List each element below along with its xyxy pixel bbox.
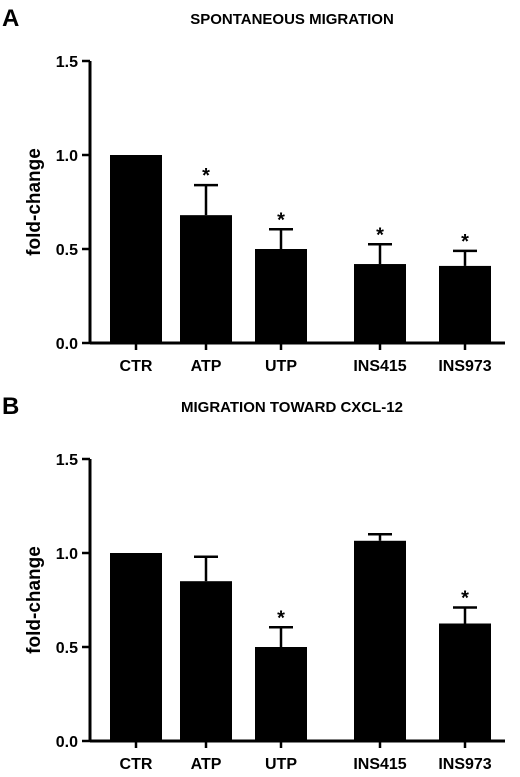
y-tick-label: 0.0 <box>56 336 78 353</box>
y-tick-label: 1.5 <box>56 54 78 71</box>
x-tick-label: CTR <box>120 358 153 375</box>
y-tick-label: 1.0 <box>56 148 78 165</box>
y-tick-label: 0.5 <box>56 242 78 259</box>
x-tick-label: INS415 <box>353 756 406 773</box>
x-tick-label: INS973 <box>438 756 491 773</box>
x-tick-label: UTP <box>265 358 297 375</box>
x-tick-label: CTR <box>120 756 153 773</box>
x-tick-label: INS973 <box>438 358 491 375</box>
panel-A: A SPONTANEOUS MIGRATION fold-change CTR * ATP… <box>2 5 505 375</box>
bar-ins973 <box>439 623 491 741</box>
x-tick-label: ATP <box>191 756 222 773</box>
significance-star: * <box>202 165 210 187</box>
x-tick-label: ATP <box>191 358 222 375</box>
panel-letter: A <box>2 5 19 32</box>
bar-ctr <box>110 155 162 343</box>
x-tick-label: INS415 <box>353 358 406 375</box>
y-axis-label: fold-change <box>24 546 45 654</box>
bar-ins415 <box>354 540 406 741</box>
y-tick-label: 0.0 <box>56 734 78 751</box>
bar-ins973 <box>439 265 491 343</box>
bar-atp <box>180 581 232 741</box>
y-axis-label: fold-change <box>24 148 45 256</box>
significance-star: * <box>277 607 285 629</box>
y-tick-label: 1.0 <box>56 546 78 563</box>
chart-title: SPONTANEOUS MIGRATION <box>190 11 394 28</box>
bar-ctr <box>110 553 162 741</box>
x-tick-label: UTP <box>265 756 297 773</box>
significance-star: * <box>461 588 469 610</box>
significance-star: * <box>277 209 285 231</box>
panel-B: B MIGRATION TOWARD CXCL-12 fold-change CTR A… <box>2 393 505 773</box>
bar-utp <box>255 249 307 343</box>
bar-atp <box>180 215 232 343</box>
significance-star: * <box>461 231 469 253</box>
bar-ins415 <box>354 264 406 343</box>
y-tick-label: 0.5 <box>56 640 78 657</box>
bar-utp <box>255 647 307 741</box>
y-tick-label: 1.5 <box>56 452 78 469</box>
chart-title: MIGRATION TOWARD CXCL-12 <box>181 399 403 416</box>
significance-star: * <box>376 224 384 246</box>
panel-letter: B <box>2 393 19 420</box>
